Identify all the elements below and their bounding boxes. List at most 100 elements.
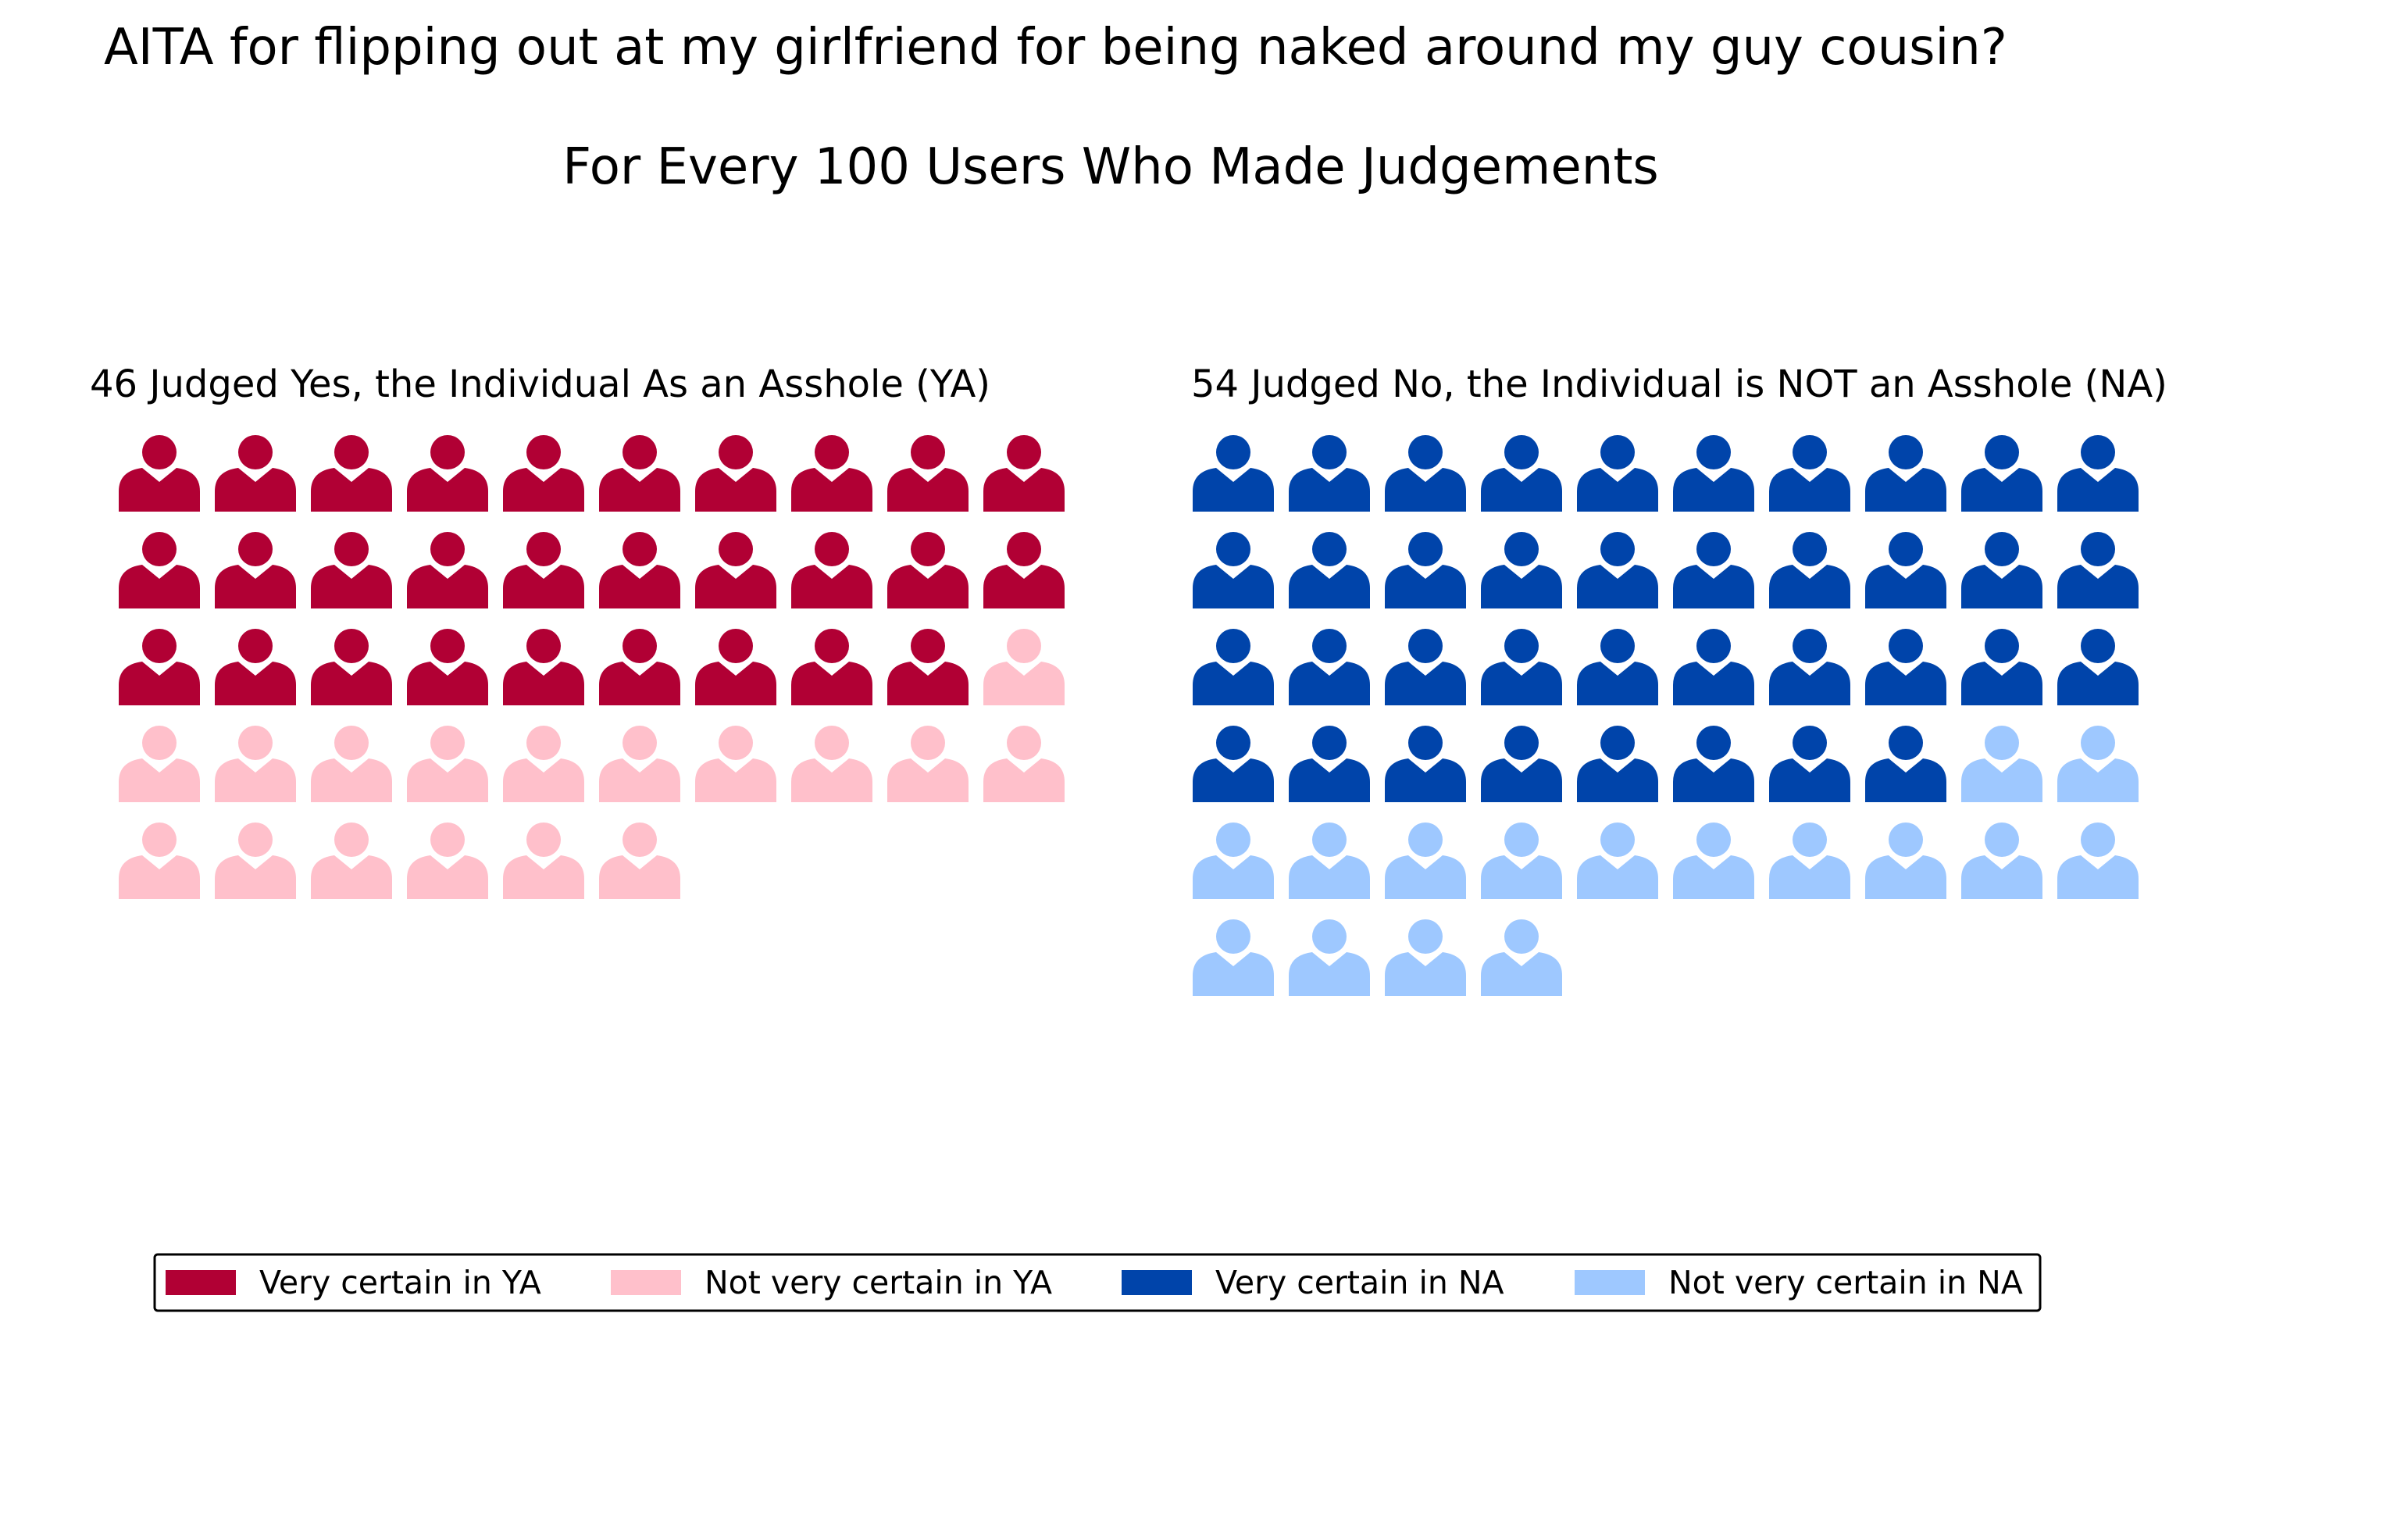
- person-icon: [2057, 435, 2139, 512]
- legend-swatch: [1575, 1270, 1645, 1295]
- person-icon: [1961, 435, 2042, 512]
- person-icon: [1481, 629, 1562, 705]
- person-icon: [1385, 629, 1466, 705]
- person-icon: [1289, 629, 1370, 705]
- person-icon: [887, 532, 969, 608]
- person-icon: [119, 435, 200, 512]
- legend-label: Not very certain in NA: [1668, 1264, 2023, 1301]
- person-icon: [119, 726, 200, 802]
- person-icon: [1961, 726, 2042, 802]
- person-icon: [1193, 823, 1274, 899]
- panel-na-icons: [1193, 435, 2139, 996]
- person-icon: [407, 532, 488, 608]
- person-icon: [1673, 726, 1754, 802]
- panel-title-na: 54 Judged No, the Individual is NOT an A…: [1191, 362, 2167, 406]
- person-icon: [2057, 629, 2139, 705]
- chart-title: AITA for flipping out at my girlfriend f…: [104, 19, 2007, 77]
- person-icon: [599, 629, 680, 705]
- person-icon: [1865, 726, 1946, 802]
- person-icon: [1385, 919, 1466, 996]
- person-icon: [1193, 726, 1274, 802]
- person-icon: [215, 435, 296, 512]
- person-icon: [1193, 435, 1274, 512]
- person-icon: [791, 629, 872, 705]
- person-icon: [1769, 629, 1850, 705]
- legend-swatch: [611, 1270, 681, 1295]
- person-icon: [1289, 532, 1370, 608]
- person-icon: [1577, 532, 1658, 608]
- person-icon: [1289, 435, 1370, 512]
- person-icon: [887, 629, 969, 705]
- person-icon: [791, 532, 872, 608]
- person-icon: [1385, 823, 1466, 899]
- person-icon: [503, 532, 584, 608]
- person-icon: [887, 435, 969, 512]
- person-icon: [1865, 532, 1946, 608]
- person-icon: [311, 823, 392, 899]
- person-icon: [599, 532, 680, 608]
- person-icon: [599, 726, 680, 802]
- person-icon: [599, 435, 680, 512]
- person-icon: [311, 726, 392, 802]
- person-icon: [407, 726, 488, 802]
- person-icon: [119, 532, 200, 608]
- person-icon: [695, 435, 776, 512]
- legend-swatch: [1122, 1270, 1192, 1295]
- person-icon: [1769, 726, 1850, 802]
- person-icon: [1961, 823, 2042, 899]
- person-icon: [983, 726, 1065, 802]
- person-icon: [695, 726, 776, 802]
- legend-swatch: [166, 1270, 236, 1295]
- person-icon: [1481, 919, 1562, 996]
- person-icon: [503, 435, 584, 512]
- person-icon: [215, 726, 296, 802]
- person-icon: [407, 435, 488, 512]
- person-icon: [311, 532, 392, 608]
- person-icon: [2057, 823, 2139, 899]
- person-icon: [119, 823, 200, 899]
- legend-label: Very certain in YA: [259, 1264, 541, 1301]
- person-icon: [1385, 532, 1466, 608]
- person-icon: [1481, 532, 1562, 608]
- person-icon: [215, 629, 296, 705]
- person-icon: [791, 726, 872, 802]
- person-icon: [1865, 823, 1946, 899]
- legend-label: Not very certain in YA: [705, 1264, 1052, 1301]
- person-icon: [503, 823, 584, 899]
- person-icon: [599, 823, 680, 899]
- person-icon: [1385, 435, 1466, 512]
- person-icon: [1289, 823, 1370, 899]
- panel-title-ya: 46 Judged Yes, the Individual As an Assh…: [90, 362, 990, 406]
- person-icon: [119, 629, 200, 705]
- person-icon: [1289, 726, 1370, 802]
- person-icon: [1193, 532, 1274, 608]
- person-icon: [1193, 629, 1274, 705]
- person-icon: [407, 823, 488, 899]
- chart-subtitle: For Every 100 Users Who Made Judgements: [562, 138, 1659, 196]
- person-icon: [983, 435, 1065, 512]
- panel-ya-icons: [119, 435, 1065, 899]
- person-icon: [1865, 629, 1946, 705]
- person-icon: [1865, 435, 1946, 512]
- person-icon: [1385, 726, 1466, 802]
- person-icon: [311, 435, 392, 512]
- person-icon: [1577, 726, 1658, 802]
- person-icon: [1193, 919, 1274, 996]
- person-icon: [311, 629, 392, 705]
- person-icon: [695, 629, 776, 705]
- person-icon: [2057, 532, 2139, 608]
- person-icon: [1673, 629, 1754, 705]
- person-icon: [1769, 435, 1850, 512]
- person-icon: [1769, 532, 1850, 608]
- person-icon: [1481, 726, 1562, 802]
- person-icon: [1481, 435, 1562, 512]
- person-icon: [791, 435, 872, 512]
- person-icon: [887, 726, 969, 802]
- legend-frame: [153, 1253, 2042, 1312]
- person-icon: [215, 823, 296, 899]
- person-icon: [695, 532, 776, 608]
- person-icon: [1961, 629, 2042, 705]
- person-icon: [407, 629, 488, 705]
- person-icon: [1769, 823, 1850, 899]
